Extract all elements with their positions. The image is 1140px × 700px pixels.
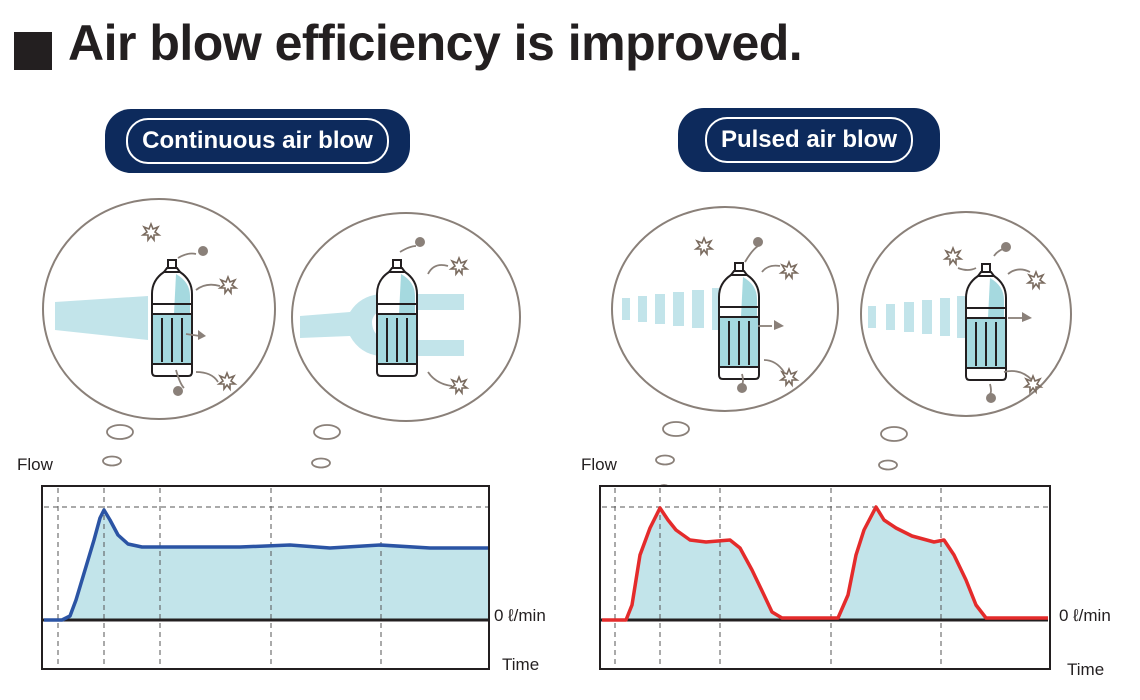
pulsed-air-blow-label: Pulsed air blow — [704, 117, 914, 163]
air-stream-icon — [622, 288, 720, 330]
continuous-flow-area — [44, 510, 488, 620]
pulsed-time-axis-label: Time — [1067, 660, 1105, 679]
continuous-flow-line — [44, 508, 488, 622]
page-title: Air blow efficiency is improved. — [68, 15, 803, 71]
pulsed-flow-chart — [599, 485, 1051, 670]
pulsed-bubble-1 — [611, 206, 839, 412]
pulsed-flow-line — [602, 505, 1048, 622]
continuous-time-axis-label: Time — [502, 655, 540, 674]
pulsed-air-blow-badge: Pulsed air blow — [678, 108, 940, 172]
air-stream-icon — [300, 294, 464, 356]
pulsed-zero-label: 0 ℓ/min — [1059, 606, 1111, 625]
continuous-bubble-1 — [42, 198, 276, 420]
continuous-bubble-2 — [291, 212, 521, 422]
continuous-zero-label: 0 ℓ/min — [494, 606, 546, 625]
grid-lines — [602, 488, 1048, 667]
pulsed-flow-axis-label: Flow — [581, 455, 617, 474]
air-stream-icon — [868, 296, 965, 338]
air-stream-icon — [55, 296, 148, 340]
heading-square-icon — [14, 32, 52, 70]
continuous-air-blow-badge: Continuous air blow — [105, 109, 410, 173]
pulsed-bubble-2 — [860, 211, 1072, 417]
grid-lines — [44, 488, 488, 667]
continuous-flow-axis-label: Flow — [17, 455, 53, 474]
continuous-air-blow-label: Continuous air blow — [126, 118, 389, 164]
pulsed-flow-area — [602, 507, 1048, 620]
continuous-flow-chart — [41, 485, 490, 670]
